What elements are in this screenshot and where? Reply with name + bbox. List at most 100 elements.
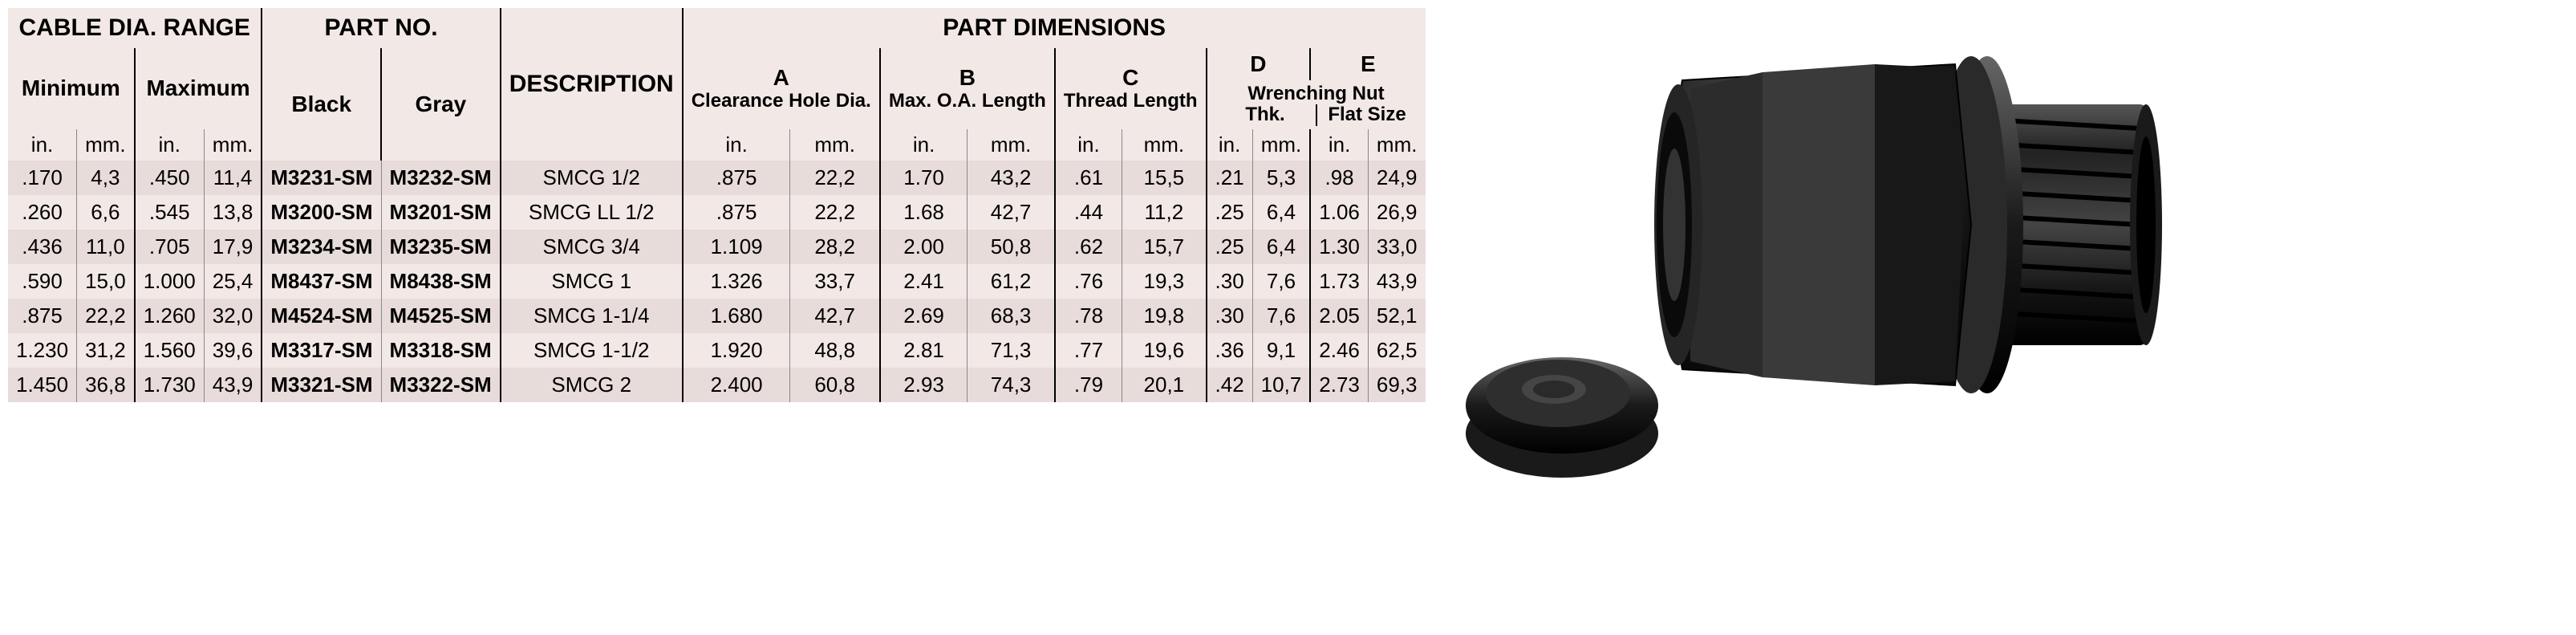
col-group-partno: PART NO. [262,8,500,48]
cell-C_in: .77 [1055,333,1122,368]
dim-D-letter: D [1215,51,1302,77]
cell-E_in: 1.30 [1310,230,1368,264]
cell-C_mm: 19,6 [1122,333,1207,368]
cell-min_in: 1.230 [8,333,77,368]
cell-min_in: .590 [8,264,77,299]
cell-min_in: .436 [8,230,77,264]
col-D-top: D [1207,48,1311,80]
cell-max_mm: 39,6 [204,333,262,368]
unit-max-mm: mm. [204,129,262,161]
cell-A_mm: 42,7 [790,299,880,333]
cell-B_mm: 42,7 [968,195,1055,230]
table-row: .87522,21.26032,0M4524-SMM4525-SMSMCG 1-… [8,299,1426,333]
cell-E_mm: 24,9 [1368,161,1425,195]
cell-E_in: 2.46 [1310,333,1368,368]
cell-min_mm: 22,2 [77,299,135,333]
cell-black: M4524-SM [262,299,381,333]
dim-C-letter: C [1064,65,1198,91]
cell-desc: SMCG 1 [501,264,683,299]
cell-A_in: 2.400 [683,368,790,402]
cell-min_mm: 15,0 [77,264,135,299]
dim-B-letter: B [889,65,1046,91]
cell-D_mm: 7,6 [1252,264,1310,299]
cell-E_mm: 26,9 [1368,195,1425,230]
cell-max_in: .705 [135,230,205,264]
table-row: 1.45036,81.73043,9M3321-SMM3322-SMSMCG 2… [8,368,1426,402]
unit-max-in: in. [135,129,205,161]
sealing-cap [1466,357,1658,478]
cell-A_in: .875 [683,195,790,230]
cell-black: M3231-SM [262,161,381,195]
cell-black: M3317-SM [262,333,381,368]
unit-C-mm: mm. [1122,129,1207,161]
cell-max_in: 1.560 [135,333,205,368]
table-row: 1.23031,21.56039,6M3317-SMM3318-SMSMCG 1… [8,333,1426,368]
cell-E_mm: 69,3 [1368,368,1425,402]
cell-A_in: 1.920 [683,333,790,368]
cell-C_mm: 19,3 [1122,264,1207,299]
cell-A_in: 1.109 [683,230,790,264]
cell-A_mm: 60,8 [790,368,880,402]
cell-C_mm: 15,5 [1122,161,1207,195]
cell-min_mm: 6,6 [77,195,135,230]
cell-C_mm: 15,7 [1122,230,1207,264]
cell-min_mm: 11,0 [77,230,135,264]
cell-E_mm: 52,1 [1368,299,1425,333]
cell-E_in: .98 [1310,161,1368,195]
dim-C-label: Thread Length [1064,91,1198,112]
cell-C_in: .79 [1055,368,1122,402]
cell-A_mm: 22,2 [790,195,880,230]
cell-D_in: .30 [1207,299,1253,333]
cell-min_in: 1.450 [8,368,77,402]
cell-black: M3321-SM [262,368,381,402]
cell-max_mm: 13,8 [204,195,262,230]
cell-desc: SMCG LL 1/2 [501,195,683,230]
cell-max_mm: 25,4 [204,264,262,299]
unit-min-mm: mm. [77,129,135,161]
table-row: .2606,6.54513,8M3200-SMM3201-SMSMCG LL 1… [8,195,1426,230]
cell-gray: M3322-SM [381,368,501,402]
col-gray: Gray [381,48,501,161]
col-E-top: E [1310,48,1425,80]
col-black: Black [262,48,381,161]
cell-C_mm: 11,2 [1122,195,1207,230]
unit-C-in: in. [1055,129,1122,161]
unit-D-in: in. [1207,129,1253,161]
cell-E_in: 1.06 [1310,195,1368,230]
cell-gray: M3201-SM [381,195,501,230]
cell-B_mm: 50,8 [968,230,1055,264]
table-body: .1704,3.45011,4M3231-SMM3232-SMSMCG 1/2.… [8,161,1426,402]
spec-table-container: CABLE DIA. RANGE PART NO. DESCRIPTION PA… [8,8,1426,402]
dim-E-bot: Flat Size [1317,104,1418,125]
cell-min_in: .875 [8,299,77,333]
unit-E-in: in. [1310,129,1368,161]
cell-B_in: 2.93 [880,368,968,402]
cell-gray: M4525-SM [381,299,501,333]
dim-B-label: Max. O.A. Length [889,91,1046,112]
cell-D_in: .36 [1207,333,1253,368]
cell-C_in: .78 [1055,299,1122,333]
cell-min_in: .260 [8,195,77,230]
col-group-dims: PART DIMENSIONS [683,8,1426,48]
cell-min_mm: 31,2 [77,333,135,368]
cell-max_in: 1.730 [135,368,205,402]
table-header: CABLE DIA. RANGE PART NO. DESCRIPTION PA… [8,8,1426,161]
cell-A_mm: 48,8 [790,333,880,368]
cell-E_mm: 43,9 [1368,264,1425,299]
product-illustration [1458,8,2180,522]
cell-black: M3234-SM [262,230,381,264]
dim-DE-label: Wrenching Nut [1215,83,1418,104]
cell-A_mm: 22,2 [790,161,880,195]
cell-B_in: 1.70 [880,161,968,195]
cell-C_in: .76 [1055,264,1122,299]
unit-B-mm: mm. [968,129,1055,161]
cell-D_mm: 10,7 [1252,368,1310,402]
cell-E_in: 2.05 [1310,299,1368,333]
cell-C_mm: 20,1 [1122,368,1207,402]
cell-D_mm: 6,4 [1252,195,1310,230]
cell-D_mm: 9,1 [1252,333,1310,368]
dim-D-bot: Thk. [1215,104,1317,125]
cell-B_in: 1.68 [880,195,968,230]
cell-desc: SMCG 1-1/2 [501,333,683,368]
cell-D_mm: 5,3 [1252,161,1310,195]
